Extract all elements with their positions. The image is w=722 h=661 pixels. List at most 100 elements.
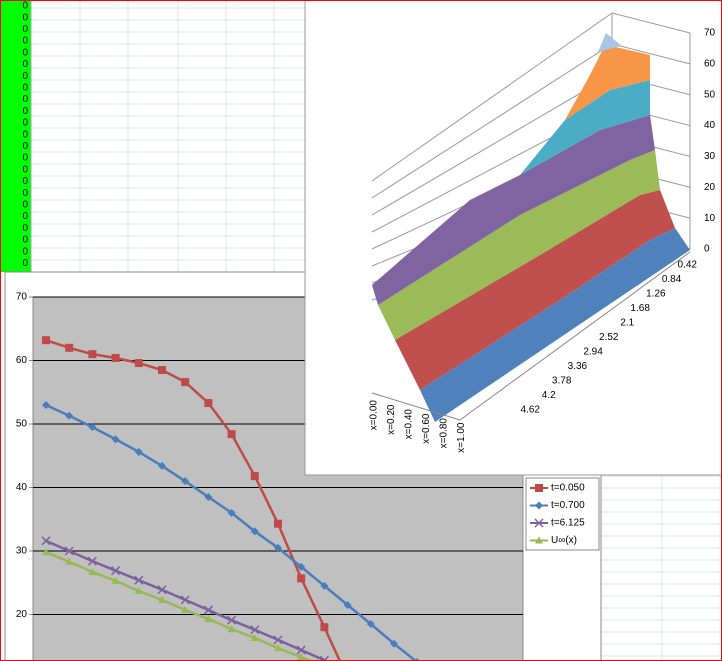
marker [250,625,260,635]
z-tick-label: 0 [704,244,710,255]
legend-marker [534,518,544,528]
marker [204,399,213,408]
legend-label: t=0.700 [551,500,585,511]
y-tick-label: 60 [16,355,28,366]
marker [111,566,121,576]
z-tick-label: 50 [704,89,716,100]
cell-value: 0 [22,235,28,246]
surface-band [598,33,622,52]
marker [41,536,51,546]
marker [134,587,143,595]
legend-marker [535,501,543,510]
cell-value: 0 [22,164,28,175]
cell-value: 0 [22,153,28,164]
z-tick-label: 10 [704,213,716,224]
marker [88,567,97,575]
floor-front-axis [371,392,461,421]
cell-value: 0 [22,59,28,70]
marker [134,359,143,368]
depth-label: 2.94 [583,347,603,358]
marker [227,625,236,633]
green-column [0,0,31,272]
depth-label: 0.42 [678,260,698,271]
marker [158,461,166,470]
marker [181,477,190,486]
marker [274,644,282,652]
marker [42,336,50,345]
cell-value: 0 [22,83,28,94]
marker [227,615,237,625]
marker [88,423,97,432]
cell-value: 0 [22,200,28,211]
y-tick-label: 20 [16,609,28,620]
cell-value: 0 [22,141,28,152]
cell-value: 0 [22,12,28,23]
marker [250,527,259,536]
marker [203,605,213,615]
legend-marker [535,536,543,544]
marker [297,562,306,571]
series-line [45,539,330,661]
x-category-label: x=0.00 [369,400,380,431]
cell-value: 0 [22,24,28,35]
series-line [45,403,418,661]
cell-value: 0 [22,47,28,58]
cell-value: 0 [22,1,28,12]
marker [320,623,329,632]
depth-label: 3.36 [568,361,588,372]
surface-band [395,190,675,390]
depth-label: 4.62 [521,405,541,416]
marker [227,508,236,517]
x-category-label: x=0.60 [421,413,432,444]
floor-depth-axis [459,251,691,421]
depth-label: 1.26 [646,289,666,300]
cell-value: 0 [22,71,28,82]
cell-value: 0 [22,94,28,105]
z-tick-label: 40 [704,120,716,131]
cell-value: 0 [22,129,28,140]
x-category-label: x=0.40 [404,409,415,440]
cell-value: 0 [22,223,28,234]
marker [158,595,166,603]
cell-value: 0 [22,118,28,129]
cell-value: 0 [22,106,28,117]
marker [343,600,352,609]
x-category-label: x=0.20 [386,404,397,435]
z-tick-label: 60 [704,58,716,69]
marker [65,343,74,352]
depth-label: 1.68 [630,303,650,314]
marker [320,581,329,590]
cell-value: 0 [22,188,28,199]
marker [250,633,259,641]
depth-label: 2.1 [620,318,634,329]
marker [65,557,74,565]
marker [297,574,306,583]
marker [42,548,50,556]
y-tick-label: 30 [16,546,28,557]
marker [274,543,282,552]
z-tick-label: 20 [704,182,716,193]
marker [274,519,282,528]
surface-band [520,80,650,175]
marker [181,378,190,387]
cell-value: 0 [22,246,28,257]
marker [42,400,50,409]
depth-label: 0.84 [662,274,682,285]
legend-label: U∞(x) [551,535,577,546]
depth-label: 4.2 [542,390,556,401]
marker [111,353,120,362]
marker [134,575,144,585]
marker [87,556,97,566]
surface-band [565,45,650,120]
marker [390,639,398,648]
marker [181,606,190,614]
y-tick-label: 50 [16,419,28,430]
surface-band [420,228,690,422]
cell-value: 0 [22,258,28,269]
z-tick-label: 30 [704,151,716,162]
surface-band [372,115,655,305]
marker [250,472,259,481]
marker [111,576,120,584]
